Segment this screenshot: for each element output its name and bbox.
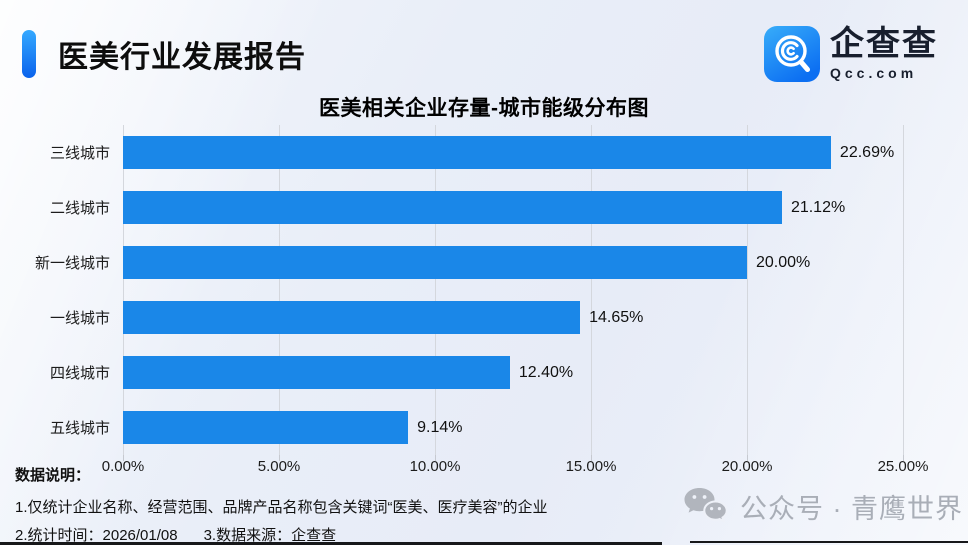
data-note-label: 数据说明： bbox=[15, 467, 91, 484]
bar-row: 新一线城市 20.00% bbox=[35, 235, 903, 290]
watermark: 公众号 · 青鹰世界 bbox=[682, 486, 963, 526]
gridline-20 bbox=[747, 125, 748, 455]
report-title: 医美行业发展报告 bbox=[58, 41, 306, 74]
x-tick-label: 20.00% bbox=[721, 458, 773, 475]
bar bbox=[123, 136, 831, 169]
tick-mark-10 bbox=[435, 455, 436, 461]
category-label: 五线城市 bbox=[49, 420, 110, 437]
x-tick-label: 15.00% bbox=[565, 458, 617, 475]
bar bbox=[123, 356, 510, 389]
bar-row: 五线城市 9.14% bbox=[50, 400, 903, 455]
bar bbox=[123, 301, 581, 334]
header: 医美行业发展报告 企查查 Qcc.com bbox=[22, 26, 938, 82]
tick-mark-20 bbox=[747, 455, 748, 461]
gridline-0 bbox=[123, 125, 124, 455]
title-accent-bar bbox=[22, 30, 36, 78]
bar-row: 二线城市 21.12% bbox=[50, 180, 903, 235]
bar-row: 三线城市 22.69% bbox=[50, 125, 903, 180]
category-label: 新一线城市 bbox=[34, 255, 110, 272]
category-label: 二线城市 bbox=[49, 200, 110, 217]
qcc-logo-domain: Qcc.com bbox=[830, 64, 918, 81]
qcc-magnifier-icon bbox=[764, 26, 820, 82]
bottom-border-right bbox=[690, 541, 968, 543]
footnote-line-2: 2.统计时间：2026/01/08 3.数据来源：企查查 bbox=[15, 524, 336, 545]
x-axis: 0.00% 5.00% 10.00% 15.00% 20.00% 25.00% bbox=[102, 458, 929, 478]
qcc-logo-text: 企查查 Qcc.com bbox=[830, 25, 938, 81]
qcc-logo: 企查查 Qcc.com bbox=[764, 26, 938, 82]
qcc-logo-name: 企查查 bbox=[830, 25, 938, 64]
bar-row: 四线城市 12.40% bbox=[50, 345, 903, 400]
bottom-border-left bbox=[0, 542, 662, 545]
tick-mark-15 bbox=[591, 455, 592, 461]
bar bbox=[123, 191, 782, 224]
bar-chart-plot-area: 三线城市 22.69% 二线城市 21.12% 新一线城市 20.00% 一线城市 14.65… bbox=[35, 125, 904, 461]
wechat-icon bbox=[684, 488, 728, 523]
bar bbox=[123, 246, 747, 279]
gridline-15 bbox=[591, 125, 592, 455]
category-label: 三线城市 bbox=[49, 145, 110, 162]
tick-mark-5 bbox=[279, 455, 280, 461]
bar-value-label: 20.00% bbox=[756, 253, 811, 271]
bar bbox=[123, 411, 409, 444]
x-tick-label: 25.00% bbox=[877, 458, 929, 475]
gridline-5 bbox=[279, 125, 280, 455]
category-label: 一线城市 bbox=[49, 310, 110, 327]
x-tick-label: 10.00% bbox=[409, 458, 461, 475]
bar-value-label: 9.14% bbox=[417, 418, 463, 436]
x-tick-label: 5.00% bbox=[257, 458, 301, 475]
x-tick-label: 0.00% bbox=[101, 458, 145, 475]
tick-mark-0 bbox=[123, 455, 124, 461]
chart-title: 医美相关企业存量-城市能级分布图 bbox=[319, 97, 649, 120]
gridline-25 bbox=[903, 125, 904, 455]
category-label: 四线城市 bbox=[49, 365, 110, 382]
gridline-10 bbox=[435, 125, 436, 455]
footnote-line-1: 1.仅统计企业名称、经营范围、品牌产品名称包含关键词“医美、医疗美容”的企业 bbox=[15, 499, 548, 516]
bar-value-label: 14.65% bbox=[589, 308, 644, 326]
bar-value-label: 12.40% bbox=[518, 363, 574, 381]
footnote-stat-time: 2.统计时间：2026/01/08 bbox=[15, 527, 178, 544]
bar-row: 一线城市 14.65% bbox=[50, 290, 903, 345]
tick-mark-25 bbox=[903, 455, 904, 461]
footnote-data-source: 3.数据来源：企查查 bbox=[203, 527, 337, 544]
bar-value-label: 22.69% bbox=[839, 143, 895, 161]
watermark-text: 公众号 · 青鹰世界 bbox=[740, 493, 963, 524]
bar-value-label: 21.12% bbox=[790, 198, 846, 216]
